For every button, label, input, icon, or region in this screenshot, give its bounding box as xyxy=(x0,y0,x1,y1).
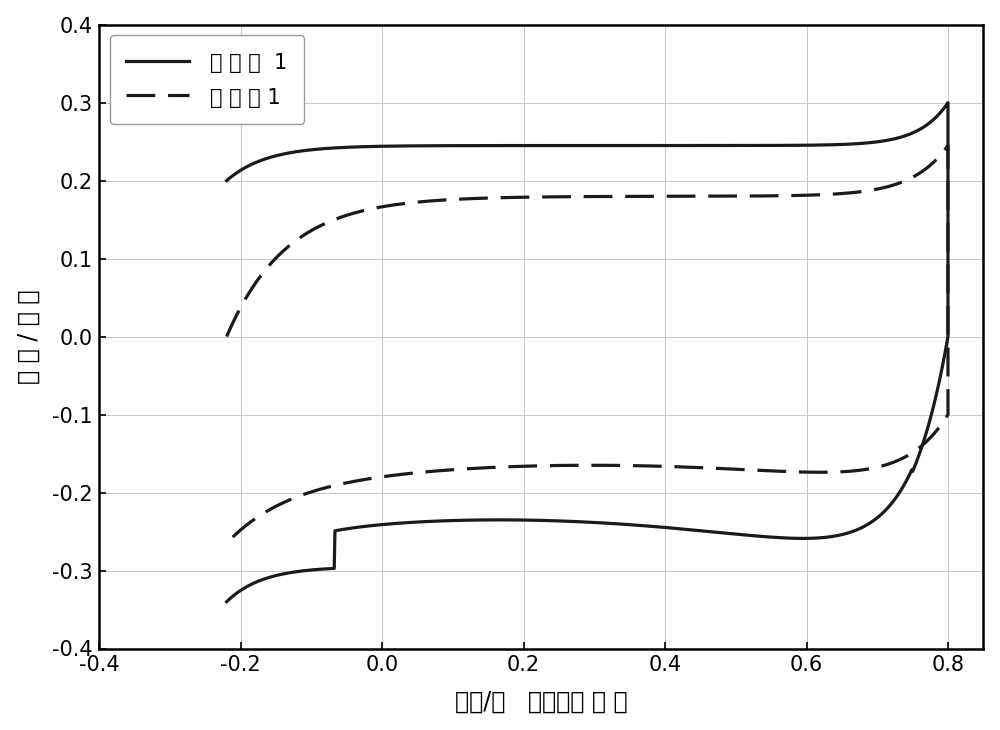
实 施 例  1 xyxy=(294,147,306,155)
对 比 例 1 xyxy=(263,506,275,515)
对 比 例 1 xyxy=(221,539,233,548)
实 施 例  1 xyxy=(221,597,233,606)
实 施 例  1 xyxy=(221,176,233,185)
对 比 例 1 xyxy=(294,233,306,242)
对 比 例 1 xyxy=(221,332,233,341)
对 比 例 1 xyxy=(922,162,934,171)
对 比 例 1 xyxy=(527,461,539,470)
实 施 例  1 xyxy=(922,119,934,128)
对 比 例 1 xyxy=(884,182,896,191)
实 施 例  1 xyxy=(263,573,275,582)
Legend: 实 施 例  1, 对 比 例 1: 实 施 例 1, 对 比 例 1 xyxy=(110,35,304,124)
实 施 例  1 xyxy=(942,99,954,107)
Y-axis label: 电 流 / 毫 安: 电 流 / 毫 安 xyxy=(17,289,41,384)
实 施 例  1 xyxy=(527,516,539,525)
Line: 对 比 例 1: 对 比 例 1 xyxy=(227,145,948,543)
Line: 实 施 例  1: 实 施 例 1 xyxy=(227,103,948,602)
实 施 例  1 xyxy=(884,135,896,144)
对 比 例 1 xyxy=(262,507,274,515)
实 施 例  1 xyxy=(262,574,274,583)
对 比 例 1 xyxy=(942,141,954,150)
X-axis label: 电压/伏   相对于标 准 氢: 电压/伏 相对于标 准 氢 xyxy=(455,689,628,713)
